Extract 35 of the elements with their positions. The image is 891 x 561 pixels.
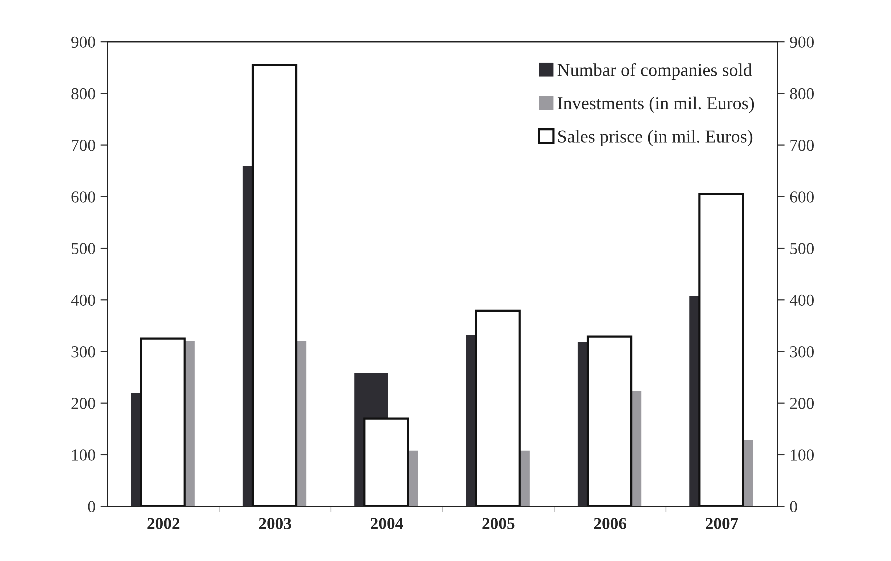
bar <box>364 418 410 507</box>
y2-tick-label: 500 <box>790 243 814 254</box>
legend-label: Investments (in mil. Euros) <box>558 96 754 114</box>
x-tick-label: 2004 <box>371 518 404 530</box>
bar <box>252 64 298 507</box>
y2-tick-label: 900 <box>790 36 814 48</box>
x-tick-label: 2002 <box>148 518 180 530</box>
legend-label: Sales prisce (in mil. Euros) <box>558 130 753 147</box>
y2-tick-label: 0 <box>790 501 798 513</box>
x-tick-label: 2006 <box>594 518 627 530</box>
legend-label: Numbar of companies sold <box>558 63 752 80</box>
bar <box>140 338 186 507</box>
x-tick-label: 2005 <box>482 518 515 530</box>
y-tick-label: 0 <box>88 501 96 513</box>
bar <box>698 193 744 507</box>
y-tick-label: 400 <box>71 294 96 306</box>
y-tick-label: 100 <box>72 450 96 461</box>
y2-tick-label: 200 <box>790 398 814 410</box>
y-tick-label: 300 <box>72 346 96 358</box>
x-tick-label: 2003 <box>259 518 292 530</box>
y-tick-label: 800 <box>72 88 96 100</box>
y-tick-label: 500 <box>72 243 96 254</box>
bar <box>475 310 521 507</box>
y-tick-label: 900 <box>72 36 96 48</box>
y2-tick-label: 100 <box>791 450 814 461</box>
bar <box>586 336 633 507</box>
y-tick-label: 200 <box>72 398 96 410</box>
y2-tick-label: 400 <box>790 294 814 306</box>
y-tick-label: 700 <box>72 140 96 152</box>
y2-tick-label: 300 <box>790 346 814 358</box>
y2-tick-label: 800 <box>790 88 814 100</box>
y2-tick-label: 700 <box>790 140 814 152</box>
y2-tick-label: 600 <box>790 192 814 203</box>
x-tick-label: 2007 <box>706 518 738 530</box>
y-tick-label: 600 <box>72 192 96 203</box>
